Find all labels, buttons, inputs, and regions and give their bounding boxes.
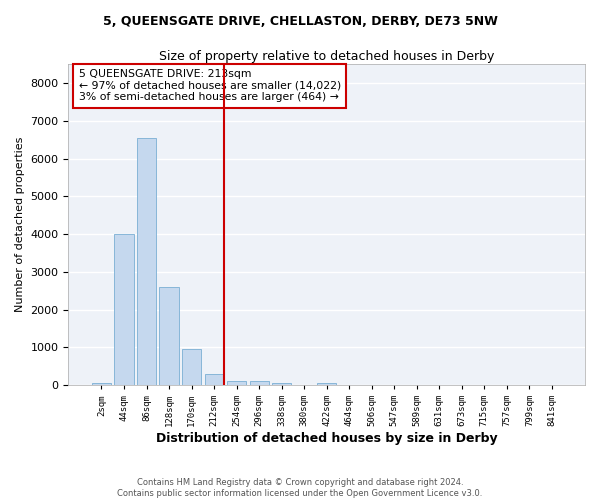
Bar [137, 138, 156, 385]
Bar [250, 381, 269, 385]
Text: 5, QUEENSGATE DRIVE, CHELLASTON, DERBY, DE73 5NW: 5, QUEENSGATE DRIVE, CHELLASTON, DERBY, … [103, 15, 497, 28]
Text: Contains HM Land Registry data © Crown copyright and database right 2024.
Contai: Contains HM Land Registry data © Crown c… [118, 478, 482, 498]
Bar [272, 383, 291, 385]
Bar [227, 380, 246, 385]
Bar [182, 350, 201, 385]
X-axis label: Distribution of detached houses by size in Derby: Distribution of detached houses by size … [156, 432, 497, 445]
Bar [160, 287, 179, 385]
Bar [205, 374, 224, 385]
Title: Size of property relative to detached houses in Derby: Size of property relative to detached ho… [159, 50, 494, 63]
Text: 5 QUEENSGATE DRIVE: 213sqm
← 97% of detached houses are smaller (14,022)
3% of s: 5 QUEENSGATE DRIVE: 213sqm ← 97% of deta… [79, 69, 341, 102]
Bar [92, 384, 111, 385]
Bar [317, 383, 336, 385]
Bar [115, 234, 134, 385]
Y-axis label: Number of detached properties: Number of detached properties [15, 137, 25, 312]
